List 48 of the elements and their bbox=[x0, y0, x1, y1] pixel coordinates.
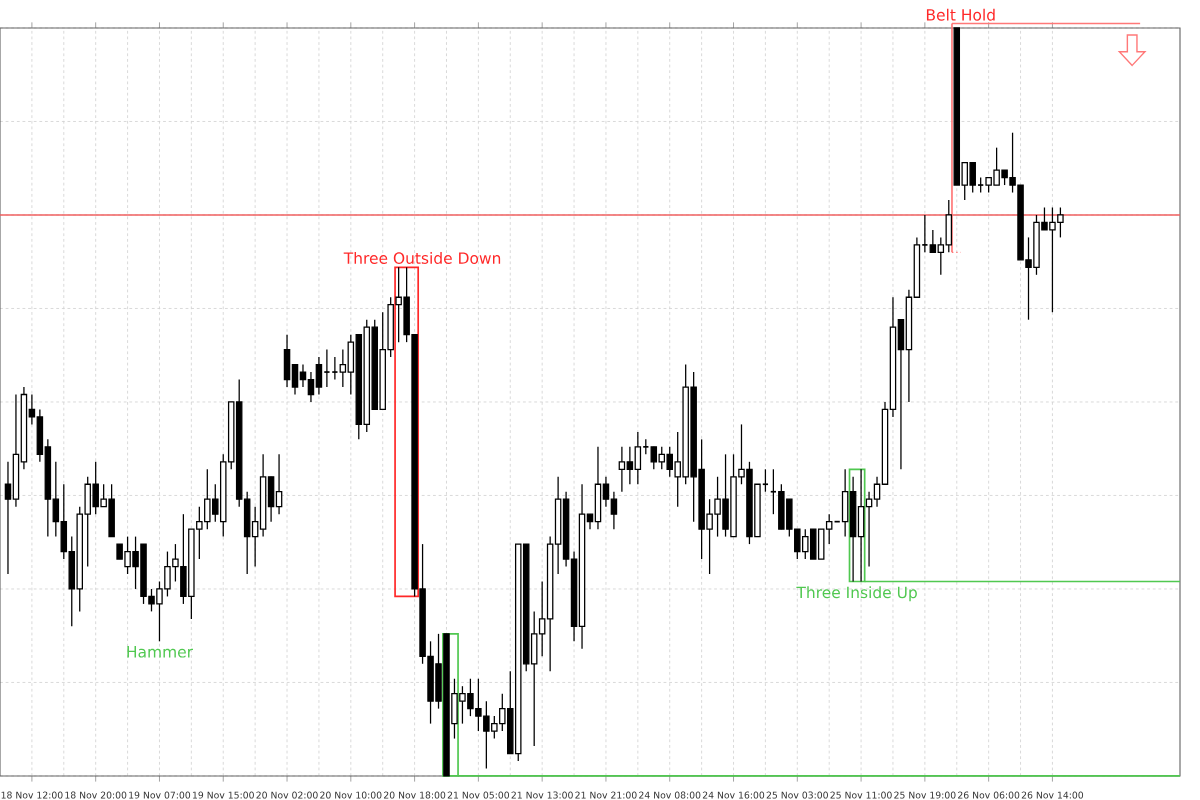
candlestick bbox=[929, 229, 937, 254]
candlestick bbox=[1049, 206, 1056, 313]
candlestick bbox=[467, 678, 474, 717]
candlestick bbox=[491, 715, 498, 740]
candlestick bbox=[475, 678, 482, 732]
candlestick bbox=[993, 147, 1000, 186]
candlestick bbox=[1033, 214, 1040, 276]
candlestick bbox=[299, 363, 307, 388]
candlestick bbox=[626, 446, 634, 485]
candlestick bbox=[92, 461, 99, 515]
candlestick bbox=[714, 476, 721, 538]
candlestick bbox=[778, 483, 785, 530]
candlestick bbox=[841, 468, 849, 538]
candlestick bbox=[204, 468, 211, 530]
candlestick bbox=[459, 685, 466, 725]
candlestick bbox=[802, 528, 809, 560]
candlestick bbox=[857, 468, 865, 583]
candlestick bbox=[969, 161, 976, 194]
candlestick bbox=[483, 700, 490, 770]
candlestick bbox=[124, 535, 131, 575]
candlestick bbox=[331, 356, 339, 381]
candlestick bbox=[849, 476, 857, 583]
candlestick bbox=[817, 528, 825, 560]
candlestick bbox=[315, 356, 323, 396]
candlestick bbox=[666, 446, 674, 478]
candlestick bbox=[634, 431, 642, 485]
candlestick bbox=[275, 453, 283, 515]
candlestick bbox=[339, 348, 347, 388]
candlestick bbox=[108, 483, 115, 538]
candlestick bbox=[618, 446, 626, 493]
candlestick bbox=[722, 453, 729, 538]
candlestick bbox=[267, 476, 275, 523]
candlestick bbox=[180, 513, 187, 605]
candlestick bbox=[945, 199, 953, 254]
candlestick bbox=[594, 446, 602, 530]
candlestick bbox=[610, 491, 618, 530]
candlestick bbox=[658, 446, 666, 470]
candlestick bbox=[283, 334, 291, 388]
candlestick bbox=[809, 528, 817, 560]
candlestick bbox=[164, 550, 171, 598]
candlestick bbox=[4, 461, 12, 575]
candlestick bbox=[650, 446, 658, 470]
candlestick bbox=[395, 266, 402, 343]
candlestick bbox=[323, 348, 331, 388]
candlestick bbox=[307, 371, 315, 403]
candlestick bbox=[12, 393, 20, 508]
candlestick bbox=[132, 535, 139, 590]
candlestick bbox=[1057, 206, 1064, 239]
